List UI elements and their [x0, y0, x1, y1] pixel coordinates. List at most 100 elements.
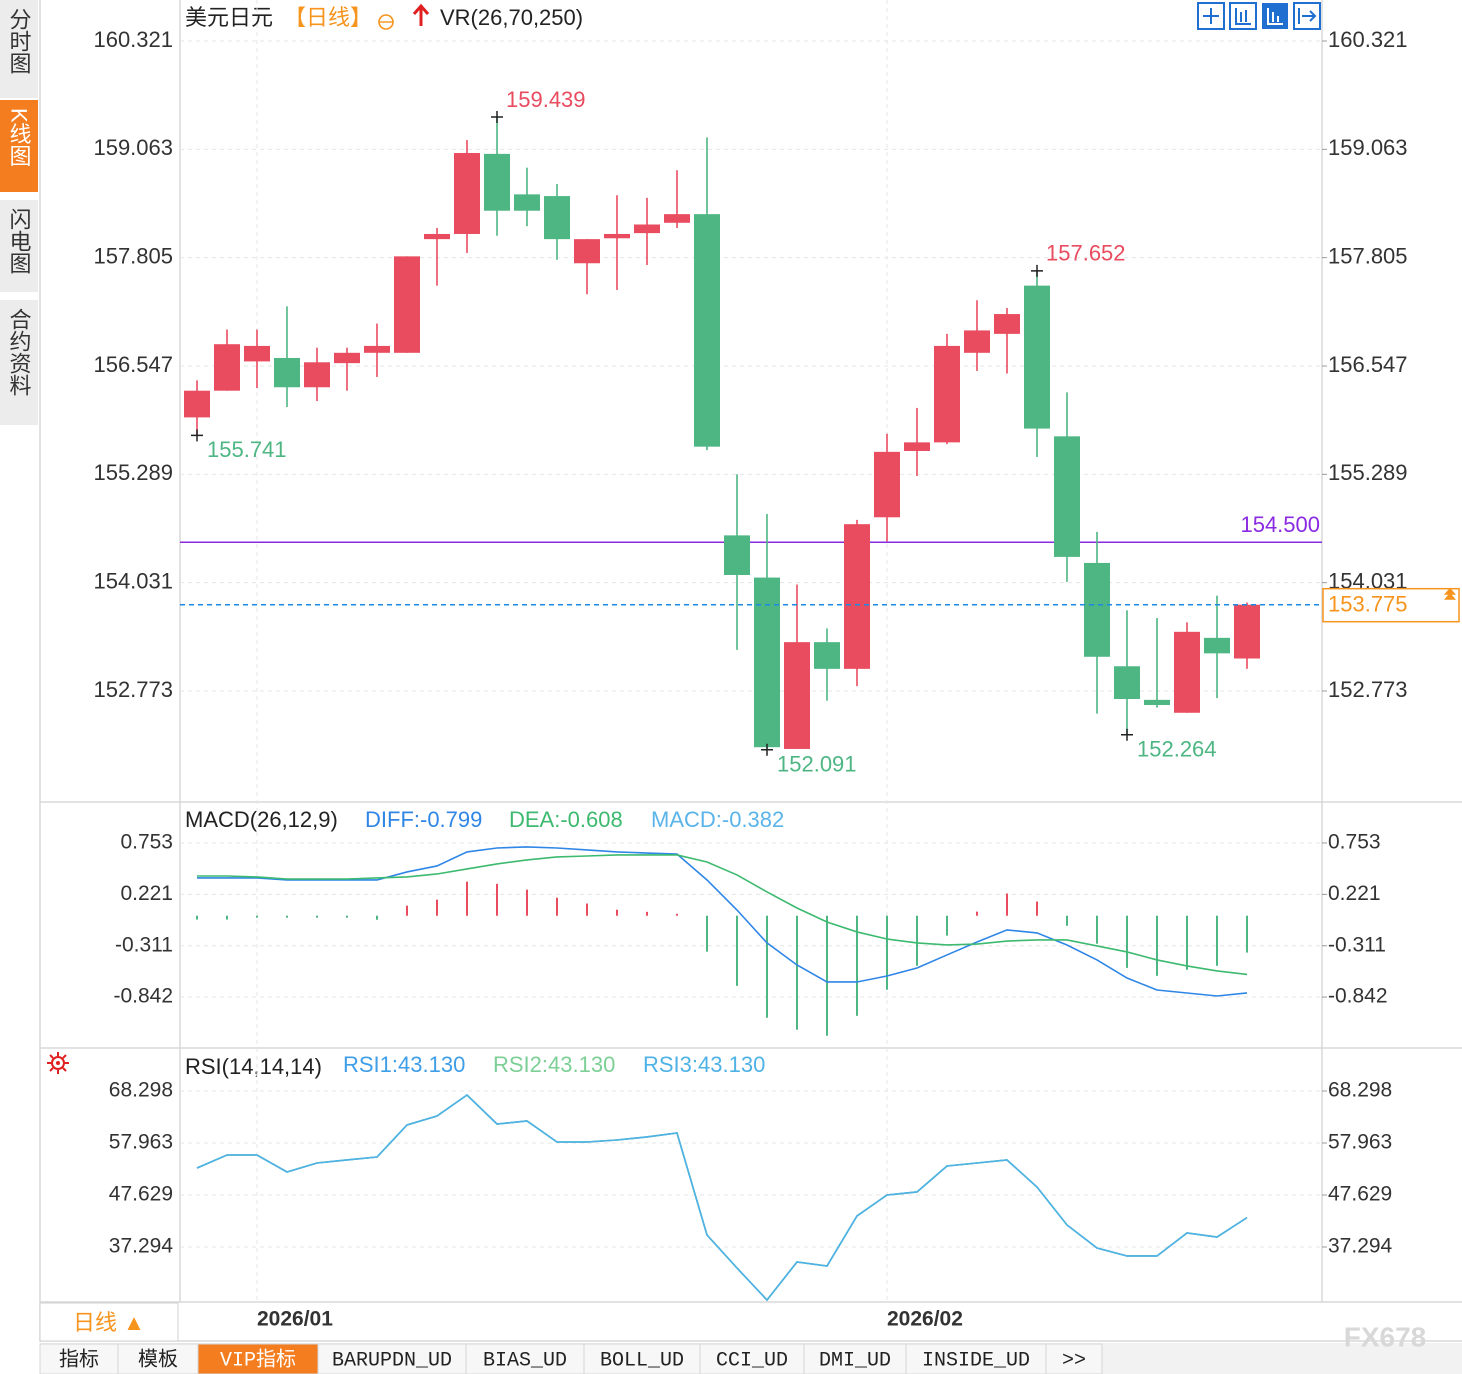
legend-entry: MACD:-0.382 [651, 807, 784, 832]
tab[interactable]: 指标 [59, 1347, 99, 1372]
toolbar-button[interactable] [1229, 2, 1257, 30]
macd-bar [526, 889, 528, 916]
y-tick-label-right: 159.063 [1328, 135, 1408, 160]
extreme-marker [1031, 264, 1043, 277]
sidebar-tab-bg[interactable] [0, 0, 38, 98]
candle-body [634, 224, 660, 234]
tab-bg[interactable] [117, 1343, 199, 1374]
period-button-box[interactable] [39, 1302, 179, 1342]
reference-label: 154.500 [1240, 512, 1320, 537]
macd-bar [676, 913, 678, 916]
candle-body [514, 194, 540, 211]
period-button[interactable]: 日线 ▲ [73, 1310, 145, 1335]
icon-circle[interactable] [51, 1056, 65, 1070]
macd-bar [1246, 915, 1248, 953]
candle-body [454, 153, 480, 234]
settings-icon[interactable] [378, 14, 394, 30]
series-line [196, 1093, 1248, 1302]
tab-bg[interactable] [699, 1343, 805, 1374]
macd-bar [1126, 915, 1128, 968]
macd-bar [946, 915, 948, 936]
macd-bar [706, 915, 708, 952]
candle-body [214, 344, 240, 391]
candle-body [1234, 604, 1260, 659]
tab[interactable]: VIP指标 [220, 1347, 296, 1372]
candle-body [964, 330, 990, 353]
tab-bg[interactable] [905, 1343, 1047, 1374]
candle-body [1174, 631, 1200, 713]
sidebar-tab[interactable]: 分时图 [7, 8, 32, 74]
toolbar-button[interactable] [1262, 3, 1288, 29]
sidebar-tab-bg[interactable] [0, 100, 38, 192]
candle-body [334, 352, 360, 364]
macd-bar [496, 883, 498, 916]
candle-body [1054, 436, 1080, 557]
period-label: 【日线】 [284, 5, 372, 30]
sidebar-tab[interactable]: 闪电图 [7, 208, 32, 274]
toolbar-button[interactable] [1197, 2, 1225, 30]
y-tick-label-right: 37.294 [1328, 1235, 1393, 1258]
tab-bg[interactable] [1045, 1343, 1103, 1374]
macd-bar [346, 915, 348, 918]
tab-bg[interactable] [39, 1343, 119, 1374]
tab[interactable]: BOLL_UD [600, 1349, 684, 1372]
y-tick-label: 68.298 [109, 1079, 173, 1102]
icon-rays [47, 1052, 69, 1074]
macd-bar [196, 915, 198, 920]
candle-body [1114, 666, 1140, 699]
macd-bar [1036, 901, 1038, 916]
macd-bar [856, 915, 858, 1016]
candle-body [364, 345, 390, 353]
low-annotation: 152.264 [1137, 737, 1217, 762]
last-price-arrow [1444, 587, 1456, 600]
icon-dot [56, 1061, 60, 1065]
macd-bar [406, 905, 408, 916]
tab[interactable]: >> [1062, 1349, 1086, 1372]
sidebar-tab-bg[interactable] [0, 300, 38, 425]
candle-body [304, 362, 330, 388]
macd-bar [256, 915, 258, 918]
toolbar-icon [1203, 8, 1219, 24]
tab[interactable]: INSIDE_UD [922, 1349, 1030, 1372]
legend-entry: DIFF:-0.799 [365, 807, 482, 832]
macd-bar [826, 915, 828, 1036]
tab[interactable]: BARUPDN_UD [332, 1349, 452, 1372]
candle-body [184, 390, 210, 418]
candle-body [874, 451, 900, 518]
candle-body [1024, 285, 1050, 429]
tab-bg[interactable] [317, 1343, 467, 1374]
extreme-marker [761, 743, 773, 756]
y-tick-label-right: 0.221 [1328, 882, 1381, 905]
series-line [197, 854, 1248, 976]
toolbar-icon [1235, 8, 1251, 25]
rsi-settings-icon[interactable] [47, 1052, 69, 1074]
sidebar-tab-bg[interactable] [0, 200, 38, 292]
macd-bar [556, 897, 558, 916]
y-tick-label-right: 160.321 [1328, 27, 1408, 52]
tab[interactable]: CCI_UD [716, 1349, 788, 1372]
toolbar-button[interactable] [1293, 2, 1321, 30]
candle-body [604, 233, 630, 239]
last-price-label: 153.775 [1328, 592, 1408, 617]
extreme-marker [491, 110, 503, 123]
legend-entry: RSI1:43.130 [343, 1052, 465, 1077]
macd-bar [436, 899, 438, 916]
y-tick-label: -0.842 [113, 985, 173, 1008]
tab[interactable]: BIAS_UD [483, 1349, 567, 1372]
y-tick-label-right: 156.547 [1328, 352, 1408, 377]
tab-bg[interactable] [803, 1343, 907, 1374]
tab[interactable]: DMI_UD [819, 1349, 891, 1372]
y-tick-label-right: 47.629 [1328, 1183, 1392, 1206]
candle-body [814, 642, 840, 669]
series-line [197, 846, 1248, 997]
candle-body [1144, 699, 1170, 706]
sidebar-tab[interactable]: K线图 [7, 108, 32, 167]
y-tick-label-right: 152.773 [1328, 677, 1408, 702]
macd-bar [766, 915, 768, 1018]
sidebar-tab[interactable]: 合约资料 [7, 308, 32, 396]
tab[interactable]: 模板 [138, 1347, 178, 1372]
y-tick-label: 47.629 [109, 1183, 173, 1206]
toolbar [1197, 2, 1321, 30]
